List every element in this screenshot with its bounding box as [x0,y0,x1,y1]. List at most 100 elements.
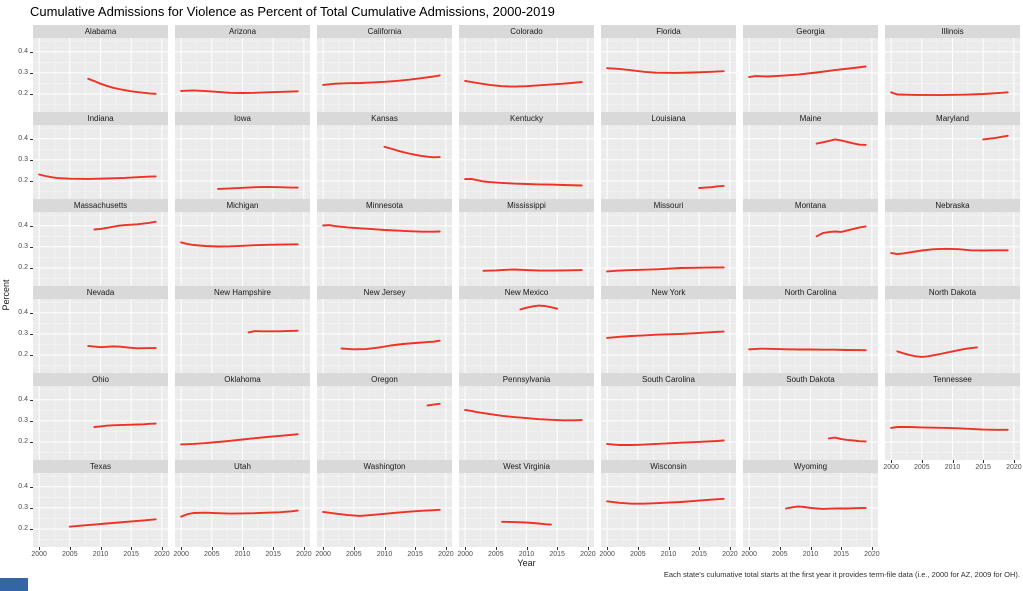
facet-strip-north-carolina: North Carolina [743,286,878,299]
facet-strip-texas: Texas [33,460,168,473]
facet-panel-louisiana [601,125,736,199]
trend-line-tennessee [890,426,1009,431]
x-tick-label: 2005 [488,551,504,558]
x-tick-mark [841,547,843,550]
facet-strip-new-hampshire: New Hampshire [175,286,310,299]
trend-line-west-virginia [501,520,552,526]
y-tick-label: 0.3 [18,503,28,511]
facet-strip-indiana: Indiana [33,112,168,125]
trend-line-wisconsin [606,497,725,505]
facet-strip-iowa: Iowa [175,112,310,125]
x-tick-label: 2000 [457,551,473,558]
x-tick-mark [415,547,417,550]
x-tick-label: 2015 [549,551,565,558]
x-tick-mark [607,547,609,550]
x-tick-mark [557,547,559,550]
y-tick-label: 0.3 [18,416,28,424]
trend-line-wyoming [785,505,867,510]
trend-line-minnesota [322,224,441,233]
facet-panel-pennsylvania [459,386,594,460]
y-tick-label: 0.2 [18,177,28,185]
facet-strip-michigan: Michigan [175,199,310,212]
facet-strip-california: California [317,25,452,38]
x-tick-label: 2015 [833,551,849,558]
facet-strip-georgia: Georgia [743,25,878,38]
x-tick-mark [69,547,71,550]
x-tick-label: 2015 [123,551,139,558]
y-tick-mark [30,268,33,270]
x-tick-label: 2020 [438,551,454,558]
x-tick-label: 2020 [1006,464,1022,471]
facet-strip-arizona: Arizona [175,25,310,38]
trend-line-kansas [383,145,441,159]
x-tick-mark [384,547,386,550]
y-tick-mark [30,486,33,488]
facet-panel-maryland [885,125,1020,199]
y-tick-label: 0.2 [18,351,28,359]
facet-strip-west-virginia: West Virginia [459,460,594,473]
y-tick-mark [30,225,33,227]
y-tick-mark [30,529,33,531]
y-tick-mark [30,159,33,161]
x-tick-mark [211,547,213,550]
y-tick-label: 0.4 [18,395,28,403]
x-tick-mark [495,547,497,550]
facet-panel-missouri [601,212,736,286]
y-tick-mark [30,312,33,314]
trend-line-indiana [38,173,157,180]
plot-title: Cumulative Admissions for Violence as Pe… [30,4,555,19]
x-tick-mark [871,547,873,550]
x-tick-mark [668,547,670,550]
x-tick-label: 2010 [660,551,677,558]
facet-panel-north-carolina [743,299,878,373]
facet-panel-arizona [175,38,310,112]
x-tick-mark [39,547,41,550]
x-tick-mark [181,547,183,550]
trend-line-new-jersey [340,339,441,351]
trend-line-new-hampshire [247,329,299,334]
facet-strip-mississippi: Mississippi [459,199,594,212]
facet-strip-oregon: Oregon [317,373,452,386]
trend-line-georgia [748,65,867,79]
trend-line-louisiana [698,184,725,189]
trend-line-missouri [606,266,725,273]
trend-line-arizona [180,89,299,94]
x-tick-mark [952,460,954,463]
bottom-left-blue-strip [0,578,28,591]
y-tick-mark [30,246,33,248]
facet-panel-new-york [601,299,736,373]
facet-strip-alabama: Alabama [33,25,168,38]
x-tick-label: 2005 [772,551,788,558]
x-tick-mark [242,547,244,550]
trend-line-illinois [890,91,1009,97]
x-tick-label: 2000 [741,551,757,558]
facet-strip-pennsylvania: Pennsylvania [459,373,594,386]
x-tick-label: 2010 [944,464,961,471]
facet-panel-tennessee [885,386,1020,460]
facet-panel-new-hampshire [175,299,310,373]
facet-strip-wyoming: Wyoming [743,460,878,473]
x-tick-label: 2005 [630,551,646,558]
x-tick-label: 2010 [802,551,819,558]
facet-panel-wyoming [743,473,878,547]
x-tick-label: 2005 [62,551,78,558]
facet-panel-minnesota [317,212,452,286]
y-tick-mark [30,399,33,401]
facet-strip-nevada: Nevada [33,286,168,299]
x-tick-mark [749,547,751,550]
facet-panel-nebraska [885,212,1020,286]
facet-panel-oregon [317,386,452,460]
trend-line-california [322,74,441,86]
x-tick-mark [526,547,528,550]
y-tick-label: 0.4 [18,134,28,142]
y-tick-mark [30,355,33,357]
trend-line-oregon [426,402,441,407]
facet-strip-new-mexico: New Mexico [459,286,594,299]
trend-line-alabama [87,77,157,95]
facet-strip-tennessee: Tennessee [885,373,1020,386]
facet-panel-massachusetts [33,212,168,286]
facet-strip-minnesota: Minnesota [317,199,452,212]
facet-strip-maryland: Maryland [885,112,1020,125]
plot-caption: Each state's culumative total starts at … [663,570,1020,579]
trend-line-florida [606,67,725,74]
